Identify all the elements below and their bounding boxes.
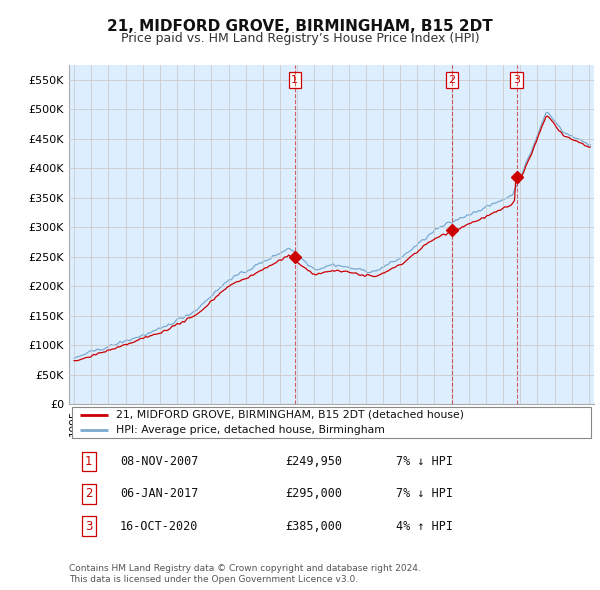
Text: HPI: Average price, detached house, Birmingham: HPI: Average price, detached house, Birm… (116, 425, 385, 435)
Text: £249,950: £249,950 (285, 455, 342, 468)
Text: £385,000: £385,000 (285, 520, 342, 533)
Text: 21, MIDFORD GROVE, BIRMINGHAM, B15 2DT (detached house): 21, MIDFORD GROVE, BIRMINGHAM, B15 2DT (… (116, 409, 464, 419)
Text: 16-OCT-2020: 16-OCT-2020 (120, 520, 199, 533)
Text: 21, MIDFORD GROVE, BIRMINGHAM, B15 2DT: 21, MIDFORD GROVE, BIRMINGHAM, B15 2DT (107, 19, 493, 34)
Text: 7% ↓ HPI: 7% ↓ HPI (396, 487, 453, 500)
Text: 7% ↓ HPI: 7% ↓ HPI (396, 455, 453, 468)
Text: 1: 1 (85, 455, 92, 468)
Text: Price paid vs. HM Land Registry’s House Price Index (HPI): Price paid vs. HM Land Registry’s House … (121, 32, 479, 45)
Text: £295,000: £295,000 (285, 487, 342, 500)
Text: 1: 1 (291, 75, 298, 85)
Text: 4% ↑ HPI: 4% ↑ HPI (396, 520, 453, 533)
Text: 06-JAN-2017: 06-JAN-2017 (120, 487, 199, 500)
Text: Contains HM Land Registry data © Crown copyright and database right 2024.: Contains HM Land Registry data © Crown c… (69, 565, 421, 573)
Text: This data is licensed under the Open Government Licence v3.0.: This data is licensed under the Open Gov… (69, 575, 358, 584)
Text: 2: 2 (448, 75, 455, 85)
Text: 3: 3 (85, 520, 92, 533)
Text: 3: 3 (513, 75, 520, 85)
FancyBboxPatch shape (71, 407, 592, 438)
Text: 2: 2 (85, 487, 92, 500)
Text: 08-NOV-2007: 08-NOV-2007 (120, 455, 199, 468)
